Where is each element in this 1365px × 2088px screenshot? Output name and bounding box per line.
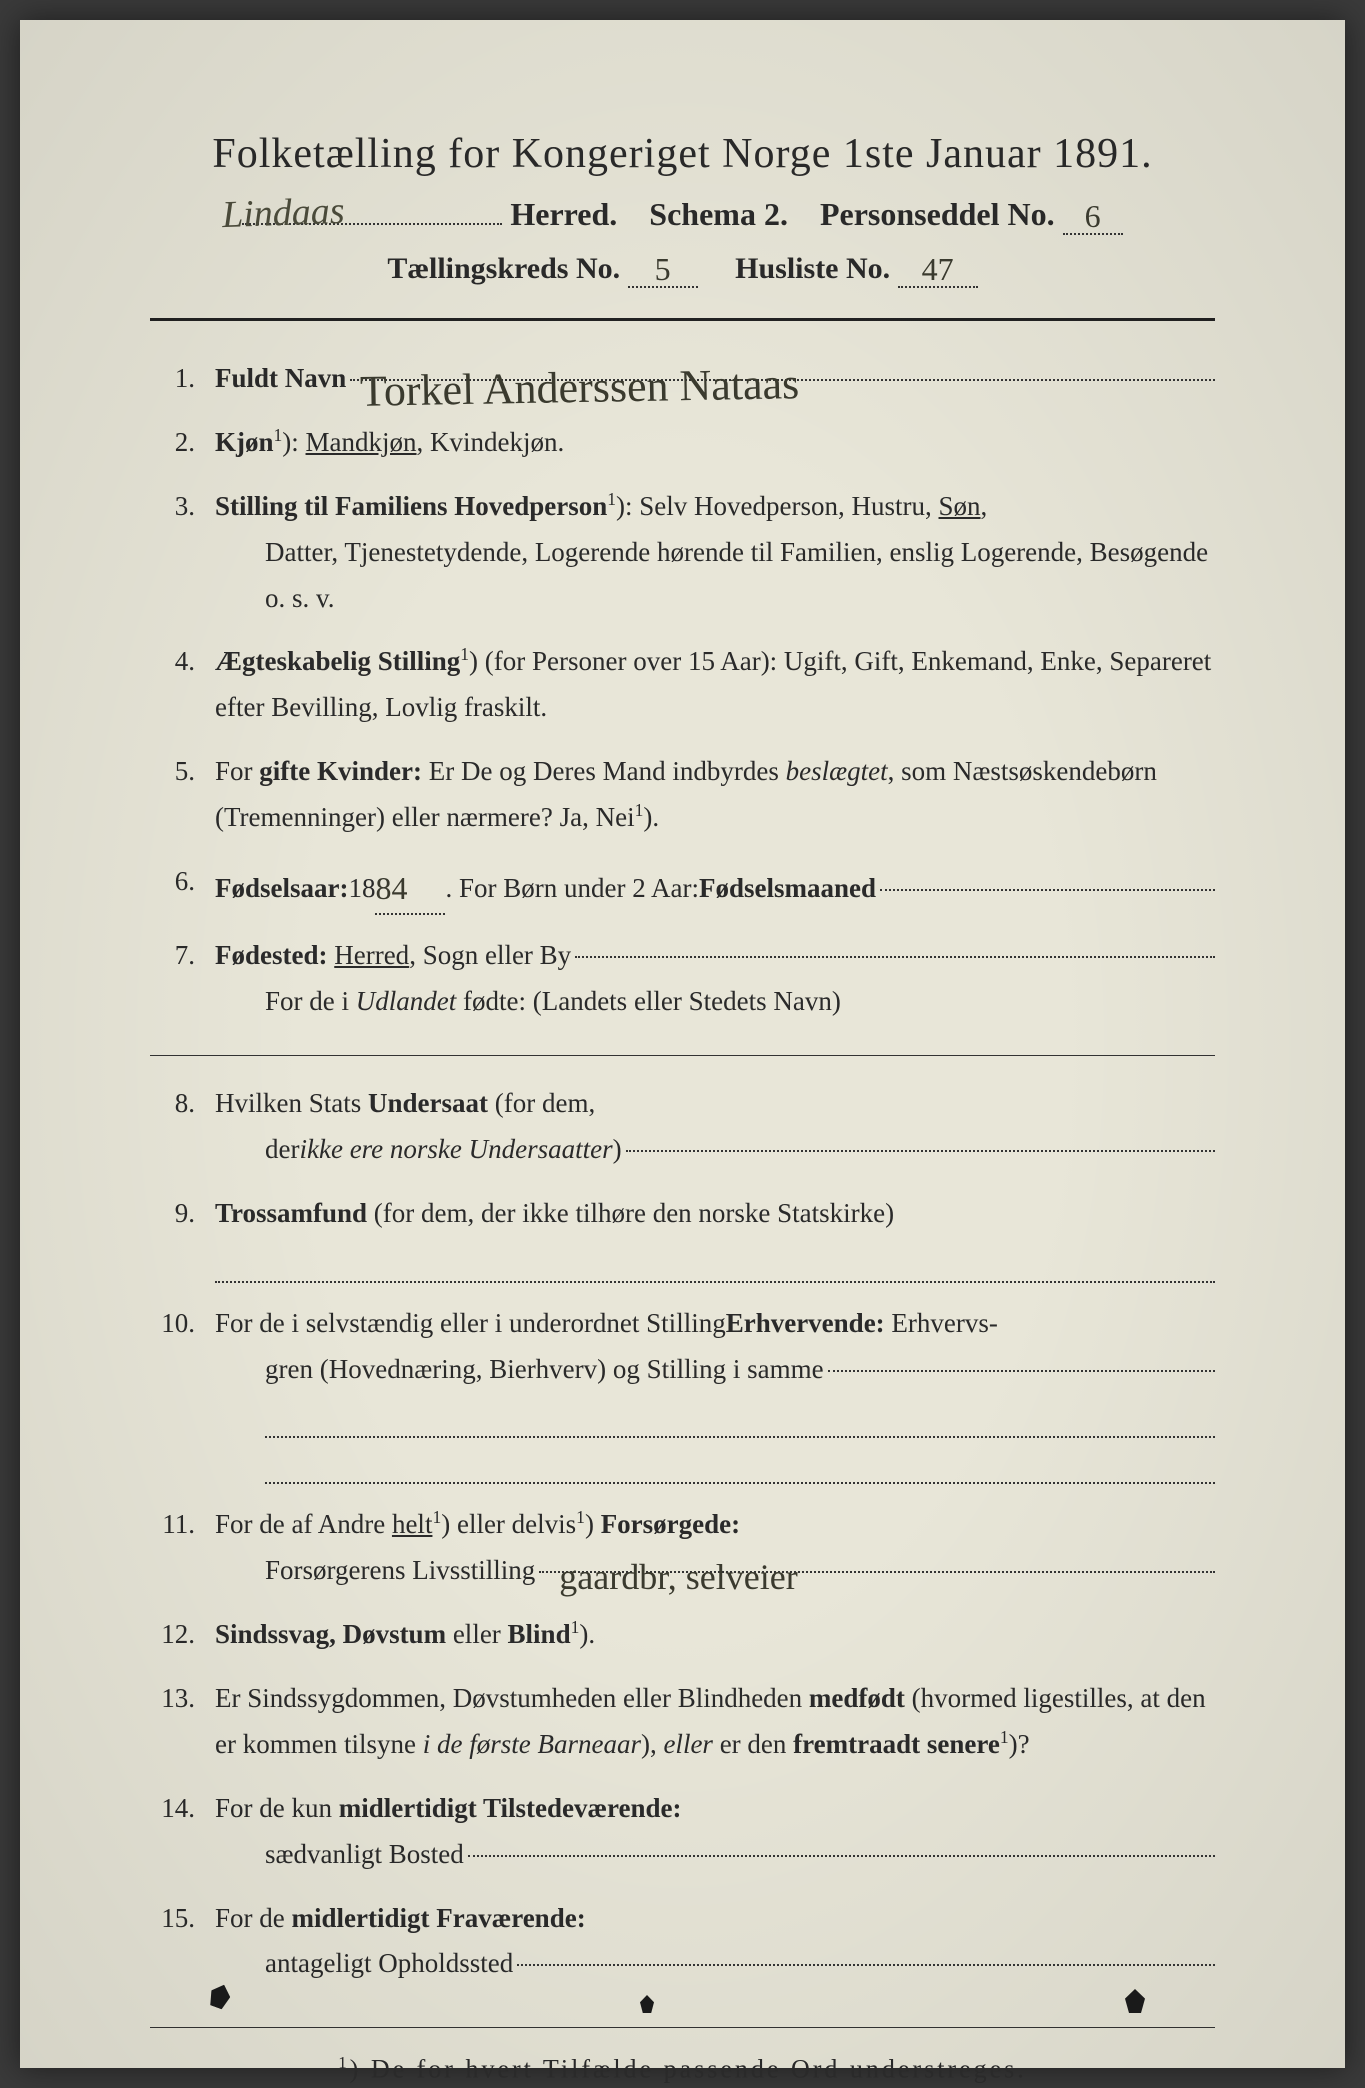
census-form-page: Folketælling for Kongeriget Norge 1ste J…: [20, 20, 1345, 2068]
herred-handwritten: Lindaas: [222, 189, 346, 237]
stilling-selected: Søn: [939, 491, 981, 521]
top-divider: [150, 318, 1215, 321]
fodselsaar-hand: 84: [375, 870, 407, 906]
fodested-selected: Herred: [334, 933, 409, 979]
item-6: 6. Fødselsaar: 18 84 . For Børn under 2 …: [150, 859, 1215, 915]
husliste-label: Husliste No.: [735, 252, 890, 285]
item-13: 13. Er Sindssygdommen, Døvstumheden elle…: [150, 1676, 1215, 1768]
page-title: Folketælling for Kongeriget Norge 1ste J…: [150, 130, 1215, 178]
item-1: 1. Fuldt Navn Torkel Anderssen Nataas: [150, 356, 1215, 402]
item-8: 8. Hvilken Stats Undersaat (for dem, der…: [150, 1081, 1215, 1173]
item-15: 15. For de midlertidigt Fraværende: anta…: [150, 1896, 1215, 1988]
husliste-no: 47: [922, 251, 954, 287]
header-line-3: Tællingskreds No. 5 Husliste No. 47: [150, 249, 1215, 288]
item-5: 5. For gifte Kvinder: Er De og Deres Man…: [150, 749, 1215, 841]
personseddel-label: Personseddel No.: [820, 196, 1055, 232]
taellingskreds-label: Tællingskreds No.: [387, 252, 620, 285]
ink-blot-icon: [640, 1995, 654, 2013]
mid-divider: [150, 1055, 1215, 1056]
forsorger-hand: gaardbr, selveier: [559, 1547, 797, 1608]
ink-blot-icon: [1125, 1989, 1145, 2013]
item-11: 11. For de af Andre helt1) eller delvis1…: [150, 1502, 1215, 1594]
item-14: 14. For de kun midlertidigt Tilstedevære…: [150, 1786, 1215, 1878]
item-7: 7. Fødested: Herred , Sogn eller By For …: [150, 933, 1215, 1025]
kjon-selected: Mandkjøn: [306, 427, 417, 457]
item-12: 12. Sindssvag, Døvstum eller Blind1).: [150, 1612, 1215, 1658]
herred-label: Herred.: [510, 196, 617, 232]
footnote: 1) De for hvert Tilfælde passende Ord un…: [150, 2053, 1215, 2085]
item-4: 4. Ægteskabelig Stilling1) (for Personer…: [150, 639, 1215, 731]
taellingskreds-no: 5: [655, 251, 671, 287]
item-2: 2. Kjøn1): Mandkjøn, Kvindekjøn.: [150, 420, 1215, 466]
personseddel-no: 6: [1085, 198, 1101, 234]
fuldt-navn-label: Fuldt Navn: [215, 356, 346, 402]
fuldt-navn-hand: Torkel Anderssen Nataas: [360, 347, 800, 429]
item-10: 10. For de i selvstændig eller i underor…: [150, 1301, 1215, 1485]
bottom-divider: [150, 2027, 1215, 2028]
header-line-2: Lindaas Herred. Schema 2. Personseddel N…: [150, 196, 1215, 235]
item-3: 3. Stilling til Familiens Hovedperson1):…: [150, 484, 1215, 622]
item-9: 9. Trossamfund (for dem, der ikke tilhør…: [150, 1191, 1215, 1283]
schema-label: Schema 2.: [649, 196, 788, 232]
